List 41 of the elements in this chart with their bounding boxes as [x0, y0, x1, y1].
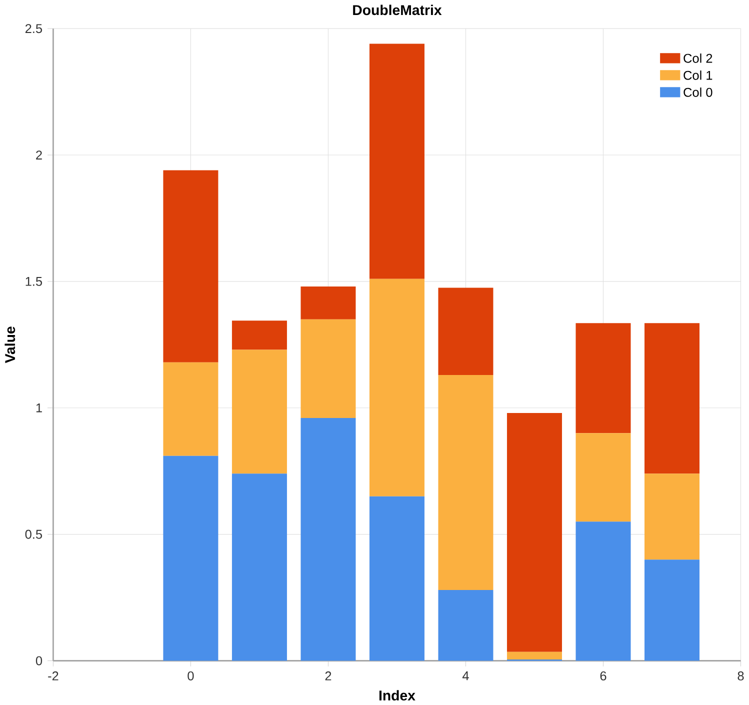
bar — [300, 418, 356, 661]
x-tick-label: 4 — [462, 671, 469, 680]
bar — [163, 170, 218, 362]
bar — [369, 44, 424, 279]
bar — [232, 350, 287, 474]
legend-label: Col 0 — [684, 87, 712, 97]
bar — [232, 474, 287, 661]
bar — [163, 362, 218, 456]
y-tick-label: 1.5 — [26, 276, 42, 286]
bar — [576, 522, 631, 661]
bar — [576, 433, 631, 522]
bar — [369, 278, 424, 496]
bar — [644, 323, 700, 474]
bar — [576, 323, 631, 434]
y-axis-title: Value — [4, 326, 16, 363]
x-tick-label: 8 — [738, 671, 744, 680]
bar — [300, 319, 356, 418]
x-tick-label: 0 — [188, 671, 194, 680]
y-tick-label: 1 — [36, 403, 42, 412]
x-tick-label: -2 — [48, 671, 58, 680]
chart-title: DoubleMatrix — [353, 4, 442, 15]
bar — [438, 590, 494, 661]
bar — [438, 374, 494, 590]
bar — [232, 320, 287, 350]
y-tick-label: 0.5 — [25, 530, 42, 539]
legend-label: Col 2 — [684, 53, 712, 63]
x-tick-label: 6 — [600, 671, 606, 680]
bar — [644, 559, 700, 661]
x-axis-title: Index — [379, 690, 416, 700]
y-tick-label: 0 — [36, 656, 42, 666]
bar — [163, 456, 218, 661]
bar — [369, 496, 424, 661]
legend-label: Col 1 — [684, 70, 712, 80]
y-tick-label: 2.5 — [25, 24, 42, 33]
x-tick-label: 2 — [325, 671, 332, 680]
bar — [438, 288, 494, 375]
bar — [644, 474, 700, 560]
bar — [506, 412, 562, 652]
bar — [300, 286, 356, 320]
y-tick-label: 2 — [36, 150, 42, 160]
bar — [506, 652, 562, 660]
